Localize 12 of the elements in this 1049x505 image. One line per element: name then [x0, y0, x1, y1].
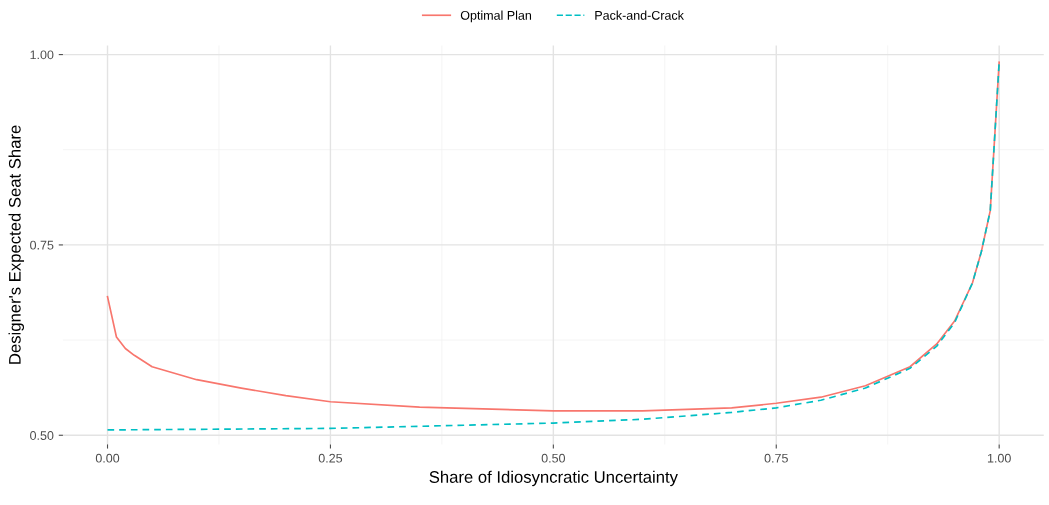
x-tick-label: 0.75: [764, 453, 788, 463]
x-tick-label: 0.25: [318, 453, 343, 463]
x-tick-label: 0.00: [95, 453, 120, 463]
x-tick-label: 1.00: [987, 453, 1011, 463]
y-tick-label: 0.75: [30, 240, 54, 250]
legend-label: Pack-and-Crack: [595, 10, 684, 20]
legend-label: Optimal Plan: [460, 10, 532, 23]
x-axis-title: Share of Idiosyncratic Uncertainty: [429, 470, 678, 487]
y-tick-label: 0.50: [30, 431, 54, 440]
y-tick-label: 1.00: [30, 50, 54, 60]
y-axis-title: Designer's Expected Seat Share: [8, 125, 25, 364]
x-tick-label: 0.50: [541, 453, 566, 463]
